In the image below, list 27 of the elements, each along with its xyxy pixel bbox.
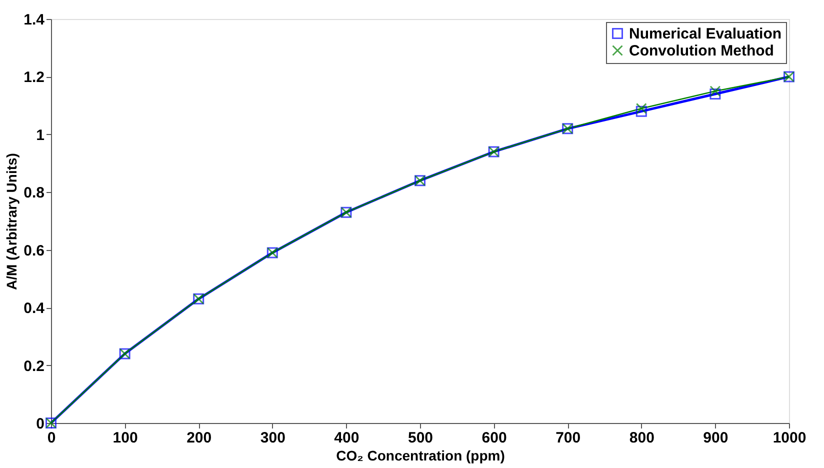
point xyxy=(636,106,647,117)
x-tick-label: 100 xyxy=(112,430,138,446)
point xyxy=(710,88,721,100)
x-tick-label: 700 xyxy=(556,430,581,446)
point xyxy=(710,86,721,97)
x-tick-label: 300 xyxy=(260,430,286,446)
x-tick-label: 800 xyxy=(629,430,654,446)
y-tick-label: 1 xyxy=(36,126,44,144)
y-tick-label: 1.4 xyxy=(24,12,46,28)
y-tick-label: 1.2 xyxy=(24,69,44,86)
x-tick-label: 500 xyxy=(408,430,434,446)
x-tick-label: 1000 xyxy=(772,430,806,446)
y-tick-label: 0.4 xyxy=(24,300,46,318)
y-tick-label: 0 xyxy=(36,416,44,432)
x-tick-label: 200 xyxy=(186,430,212,446)
y-tick-label: 0.6 xyxy=(24,242,44,260)
x-tick-label: 0 xyxy=(47,430,56,446)
legend-label: Numerical Evaluation xyxy=(629,26,782,42)
x-axis-title: CO₂ Concentration (ppm) xyxy=(336,448,505,464)
y-tick-label: 0.8 xyxy=(24,184,44,202)
x-tick-label: 400 xyxy=(334,430,360,446)
y-tick-label: 0.2 xyxy=(24,358,44,375)
x-tick-label: 900 xyxy=(703,430,728,446)
x-tick-label: 600 xyxy=(482,430,507,446)
legend-label: Convolution Method xyxy=(629,42,774,60)
y-axis-title: A/M (Arbitrary Units) xyxy=(4,153,20,290)
point xyxy=(636,102,647,114)
